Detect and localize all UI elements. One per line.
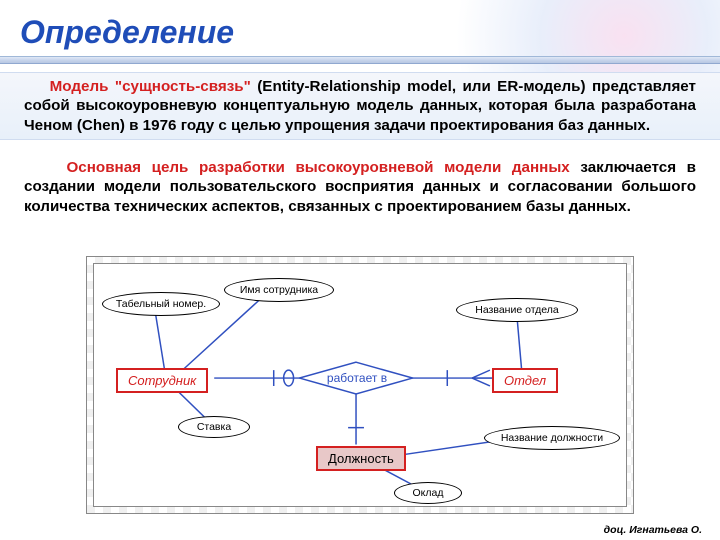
attr-tabnum: Табельный номер.	[102, 292, 220, 316]
slide-title: Определение	[20, 14, 234, 51]
definition-box: Модель "сущность-связь" (Entity-Relation…	[0, 72, 720, 140]
para1-highlight: Модель "сущность-связь"	[50, 78, 251, 95]
attr-salary: Оклад	[394, 482, 462, 504]
paragraph-1: Модель "сущность-связь" (Entity-Relation…	[24, 77, 696, 135]
entity-department: Отдел	[492, 368, 558, 393]
paragraph-2: Основная цель разработки высокоуровневой…	[24, 158, 696, 216]
para2-highlight: Основная цель разработки высокоуровневой…	[66, 159, 569, 176]
er-diagram: работает в Сотрудник Отдел Должность Таб…	[86, 256, 634, 514]
attr-deptname: Название отдела	[456, 298, 578, 322]
paragraph-2-wrap: Основная цель разработки высокоуровневой…	[24, 158, 696, 216]
attr-rate: Ставка	[178, 416, 250, 438]
diagram-canvas: работает в Сотрудник Отдел Должность Таб…	[93, 263, 627, 507]
footer-author: доц. Игнатьева О.	[604, 524, 702, 536]
attr-empname: Имя сотрудника	[224, 278, 334, 302]
entity-employee: Сотрудник	[116, 368, 208, 393]
relationship-worksin: работает в	[322, 371, 392, 385]
attr-posname: Название должности	[484, 426, 620, 450]
title-underline	[0, 56, 720, 64]
entity-position: Должность	[316, 446, 406, 471]
